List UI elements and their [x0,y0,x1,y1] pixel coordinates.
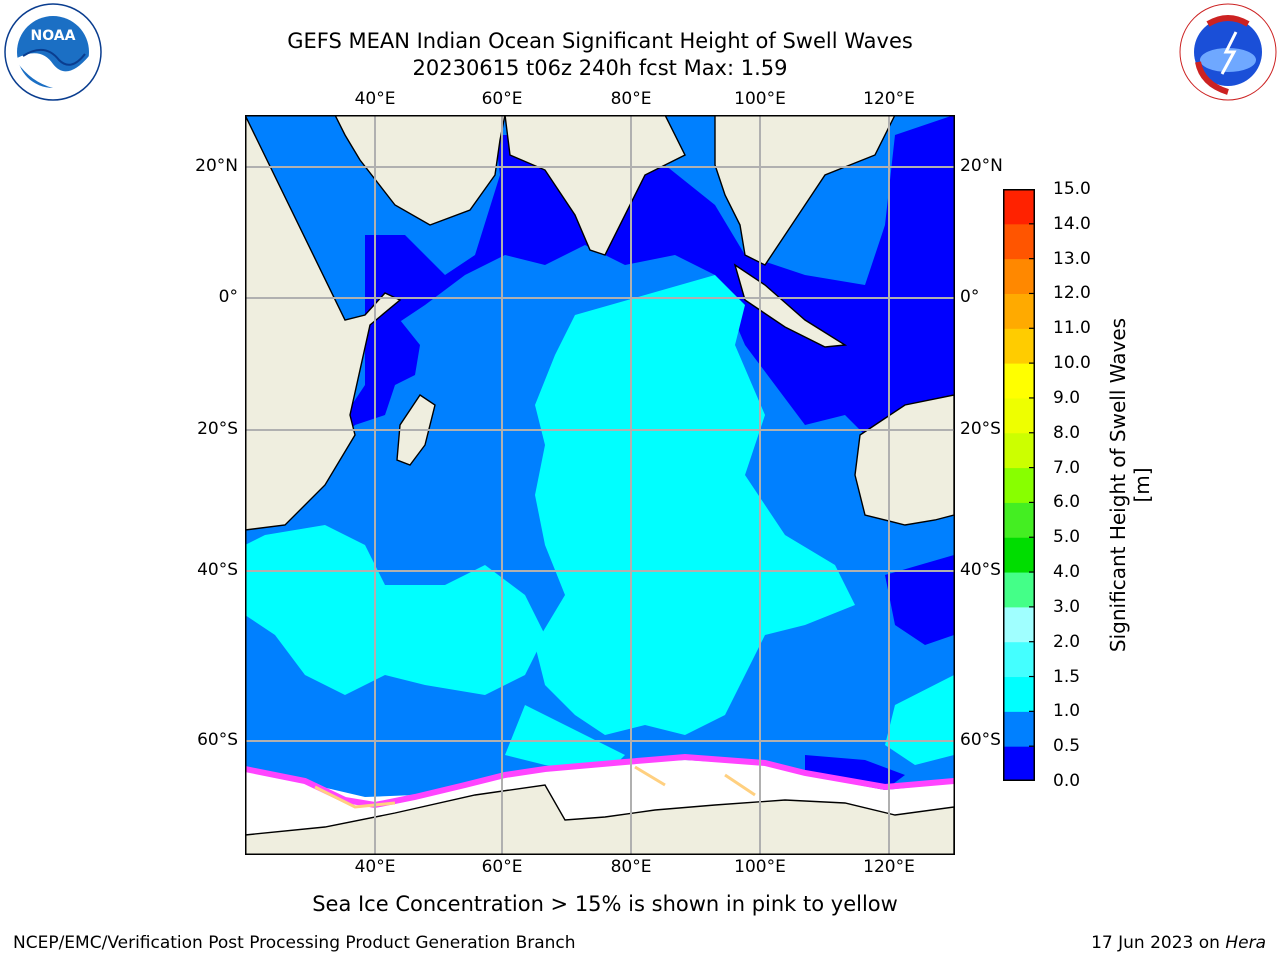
nws-logo [1179,3,1277,101]
colorbar-tick-label: 0.0 [1053,771,1081,791]
colorbar-tick-label: 13.0 [1053,248,1091,269]
colorbar-tick-label: 7.0 [1053,457,1081,478]
footer-date: 17 Jun 2023 on Hera [1091,933,1266,953]
colorbar-tick-label: 10.0 [1053,353,1091,374]
lat-label-left-40s: 40°S [197,560,238,580]
colorbar-band [1003,641,1035,678]
colorbar-band [1003,606,1035,643]
swell-band-low-north [365,115,954,435]
sea-ice-edge-pink [245,753,954,809]
colorbar-band [1003,572,1035,608]
colorbar [1003,189,1035,781]
sea-ice-edge-yellow [314,765,756,809]
lon-label-bottom-40e: 40°E [354,857,396,877]
colorbar-tick-label: 2.0 [1053,631,1081,652]
footer-date-text: 17 Jun 2023 on [1091,933,1226,953]
swell-band-low-somalia [335,315,420,445]
colorbar-band [1003,258,1035,294]
colorbar-title: Significant Height of Swell Waves [m] [1106,317,1154,653]
colorbar-tick-label: 0.5 [1053,736,1081,757]
lon-label-bottom-100e: 100°E [734,857,786,877]
lon-label-top-120e: 120°E [863,89,915,109]
lon-label-top-100e: 100°E [734,89,786,109]
colorbar-band [1003,189,1035,225]
lat-label-left-60s: 60°S [197,730,238,750]
swell-band-high-southeast [885,675,954,765]
lat-label-right-20n: 20°N [960,156,1003,176]
lon-label-bottom-80e: 80°E [610,857,652,877]
footer-host: Hera [1225,933,1266,953]
colorbar-tick-label: 1.0 [1053,701,1081,722]
colorbar-tick-label: 6.0 [1053,492,1081,513]
footer-credit: NCEP/EMC/Verification Post Processing Pr… [13,933,576,953]
lat-label-right-40s: 40°S [960,560,1001,580]
colorbar-band [1003,363,1035,399]
lon-label-top-40e: 40°E [354,89,396,109]
colorbar-tick-label: 9.0 [1053,387,1081,408]
colorbar-band [1003,223,1035,260]
noaa-logo-text: NOAA [31,28,76,44]
colorbar-tick-label: 15.0 [1053,179,1091,199]
land-sumatra [733,263,848,348]
swell-height-map [245,115,955,855]
lon-label-bottom-120e: 120°E [863,857,915,877]
lat-label-right-60s: 60°S [960,730,1001,750]
colorbar-band [1003,328,1035,364]
colorbar-tick-label: 11.0 [1053,318,1091,339]
lat-label-left-20n: 20°N [195,156,238,176]
lat-label-right-20s: 20°S [960,419,1001,439]
noaa-logo: NOAA [4,3,102,101]
sea-ice-note: Sea Ice Concentration > 15% is shown in … [312,892,898,916]
lon-label-bottom-60e: 60°E [481,857,523,877]
land-india [504,115,686,256]
lat-label-right-0: 0° [960,287,980,307]
colorbar-tick-label: 14.0 [1053,213,1091,234]
colorbar-tick-label: 4.0 [1053,562,1081,583]
map-grid [245,115,954,854]
swell-band-high-west [245,525,545,695]
colorbar-band [1003,293,1035,329]
lat-label-left-0: 0° [218,287,238,307]
colorbar-tick-label: 3.0 [1053,596,1081,617]
colorbar-tick-label: 8.0 [1053,422,1081,443]
colorbar-band [1003,676,1035,712]
colorbar-tick-label: 5.0 [1053,527,1081,548]
swell-band-low-southeast [885,555,954,645]
land-australia [854,394,954,526]
lon-label-top-80e: 80°E [610,89,652,109]
colorbar-band [1003,502,1035,538]
colorbar-band [1003,711,1035,747]
colorbar-band [1003,467,1035,503]
colorbar-band [1003,537,1035,573]
colorbar-band [1003,746,1035,781]
colorbar-tick-label: 12.0 [1053,283,1091,304]
lon-label-top-60e: 60°E [481,89,523,109]
map-title: GEFS MEAN Indian Ocean Significant Heigh… [287,29,913,53]
colorbar-band [1003,397,1035,434]
swell-band-high-central [535,275,855,735]
colorbar-tick-label: 1.5 [1053,666,1081,687]
map-subtitle: 20230615 t06z 240h fcst Max: 1.59 [412,56,788,80]
land-antarctica [245,784,954,854]
colorbar-band [1003,432,1035,469]
lat-label-left-20s: 20°S [197,419,238,439]
